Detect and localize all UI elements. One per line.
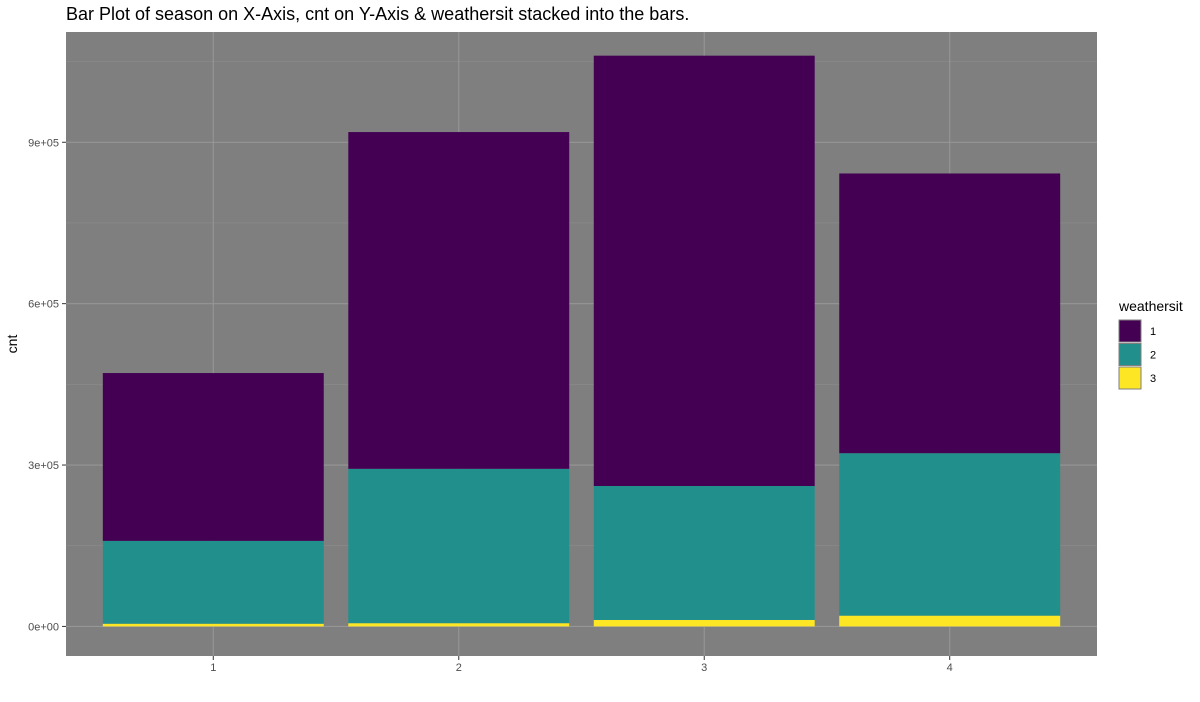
x-tick-label: 4	[947, 662, 953, 674]
bar-segment	[348, 132, 570, 469]
bars	[102, 55, 1061, 627]
y-tick-label: 9e+05	[28, 137, 59, 149]
x-tick-label: 2	[456, 662, 462, 674]
y-axis-label: cnt	[4, 335, 20, 354]
legend: weathersit 1 2 3	[1118, 298, 1183, 390]
legend-swatch	[1118, 319, 1142, 343]
bar-segment	[839, 173, 1061, 454]
legend-label: 1	[1150, 326, 1156, 338]
bar-segment	[593, 619, 815, 627]
bar-segment	[593, 486, 815, 620]
y-tick-label: 3e+05	[28, 460, 59, 472]
x-tick-label: 1	[210, 662, 216, 674]
x-tick-label: 3	[701, 662, 707, 674]
bar-segment	[102, 540, 324, 624]
bar-segment	[348, 468, 570, 624]
x-axis: 1 2 3 4	[210, 656, 953, 674]
bar-segment	[102, 623, 324, 627]
y-tick-label: 0e+00	[28, 621, 59, 633]
legend-swatch	[1118, 366, 1142, 390]
bar-segment	[348, 623, 570, 627]
chart-title: Bar Plot of season on X-Axis, cnt on Y-A…	[66, 4, 689, 24]
bar-segment	[593, 55, 815, 487]
bar-segment	[102, 373, 324, 541]
bar-segment	[839, 615, 1061, 627]
legend-title: weathersit	[1118, 298, 1183, 314]
legend-label: 2	[1150, 350, 1156, 362]
legend-label: 3	[1150, 373, 1156, 385]
y-axis: 0e+00 3e+05 6e+05 9e+05	[28, 137, 66, 633]
bar-segment	[839, 453, 1061, 616]
legend-swatch	[1118, 343, 1142, 366]
y-tick-label: 6e+05	[28, 299, 59, 311]
